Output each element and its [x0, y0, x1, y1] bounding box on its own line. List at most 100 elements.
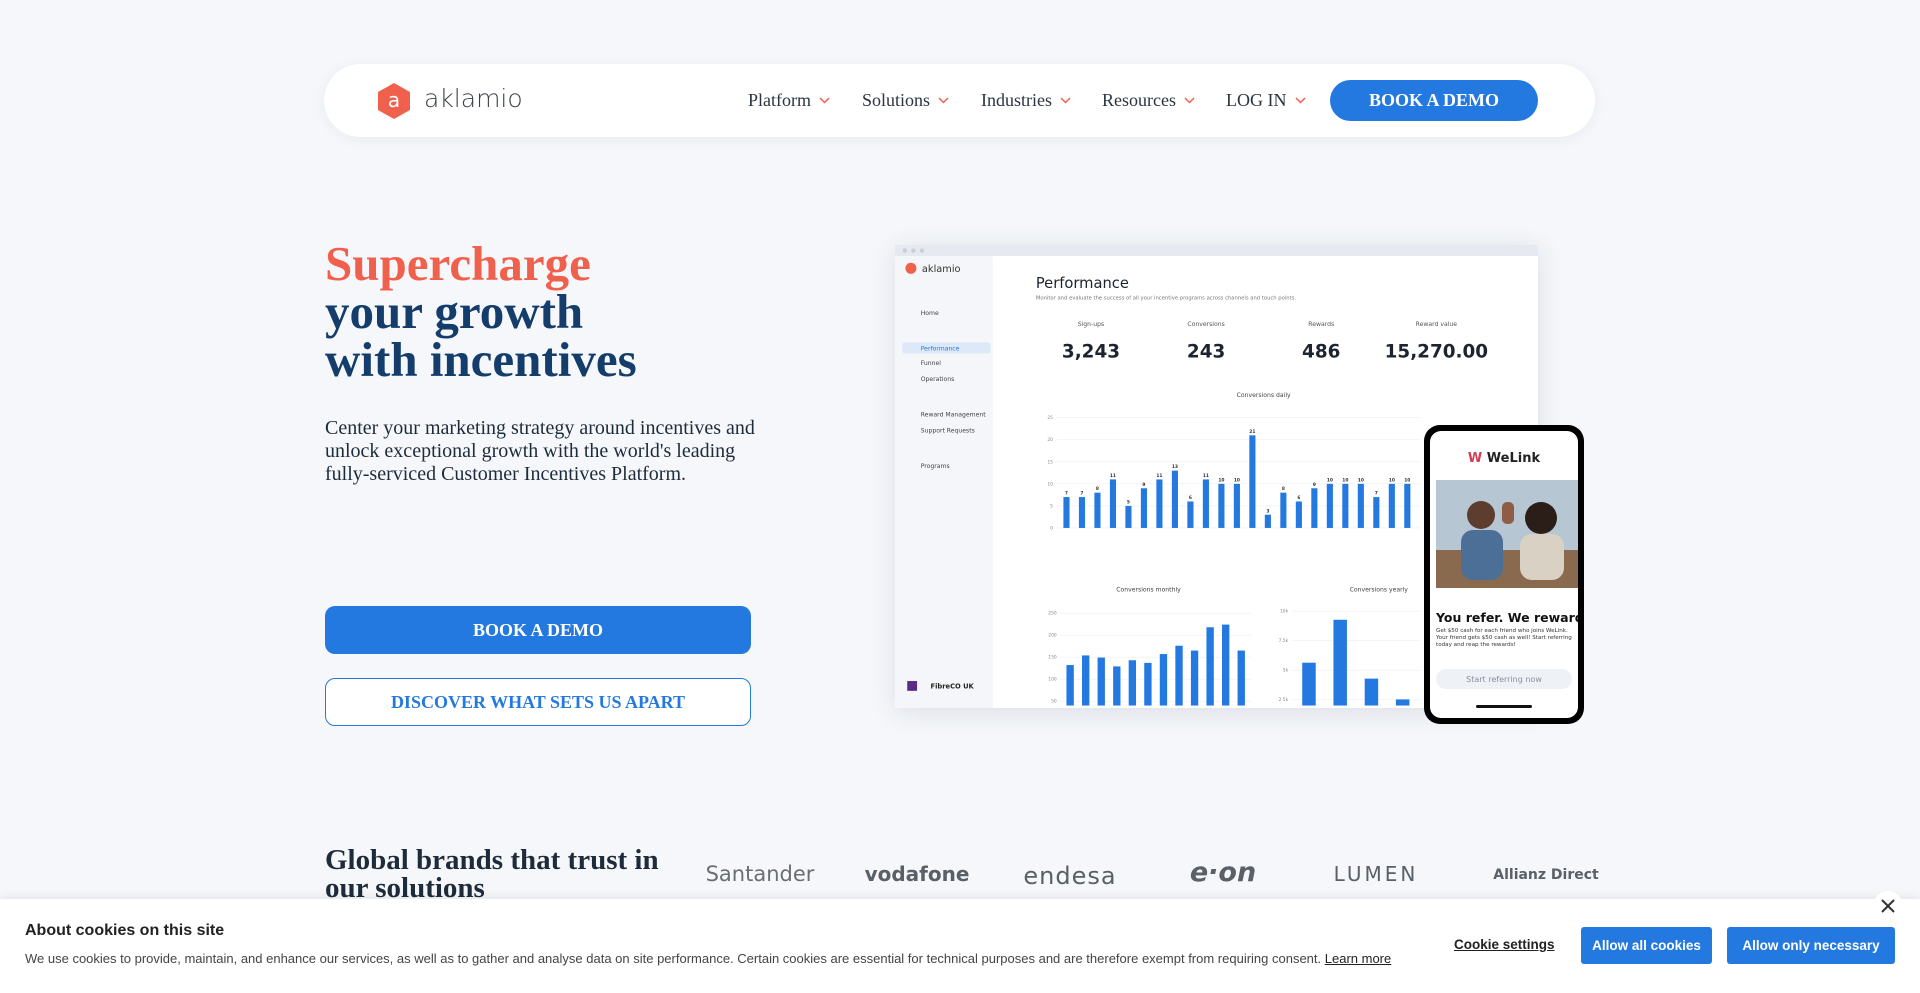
- menu-item[interactable]: Home: [921, 310, 939, 317]
- bar-label: 10: [1218, 477, 1224, 483]
- menu-item[interactable]: Reward Management: [921, 411, 987, 418]
- bar: [1156, 479, 1163, 528]
- bar: [1264, 514, 1271, 528]
- menu-item[interactable]: Operations: [921, 376, 955, 383]
- phone-screen: W WeLink You refer. We reward. Get $50 c…: [1430, 431, 1578, 718]
- bar: [1202, 479, 1209, 528]
- bar-label: 6: [1297, 495, 1300, 501]
- stat-label: Rewards: [1308, 321, 1334, 328]
- bar: [1128, 660, 1137, 706]
- menu-item[interactable]: Programs: [921, 463, 950, 470]
- bar: [1159, 654, 1168, 706]
- nav-label[interactable]: LOG IN: [1226, 90, 1287, 110]
- bar: [1190, 650, 1199, 706]
- menu-highlight: [902, 342, 991, 354]
- svg-text:a: a: [388, 88, 400, 112]
- y-tick-label: 150: [1048, 655, 1057, 661]
- chart-title: Conversions monthly: [1116, 587, 1181, 594]
- bar-label: 6: [1189, 495, 1192, 501]
- nav-item[interactable]: Resources: [1102, 90, 1195, 111]
- nav-item[interactable]: Industries: [981, 90, 1071, 111]
- stat-value: 243: [1187, 342, 1225, 363]
- bar-label: 3: [1266, 508, 1269, 514]
- y-tick-label: 10: [1047, 481, 1053, 487]
- primary-button[interactable]: BOOK A DEMO: [325, 606, 751, 654]
- bar-label: 7: [1065, 491, 1068, 497]
- allow-necessary-button[interactable]: Allow only necessary: [1727, 927, 1895, 964]
- bar: [1333, 619, 1347, 706]
- home-indicator: [1476, 705, 1532, 708]
- bar: [1237, 650, 1245, 706]
- learn-more-link[interactable]: Learn more: [1324, 951, 1392, 966]
- menu-item[interactable]: Support Requests: [921, 427, 975, 434]
- menu-item[interactable]: Funnel: [921, 360, 942, 367]
- brand-logo: Santander: [705, 862, 815, 886]
- phone-headline: You refer. We reward.: [1436, 610, 1578, 625]
- nav-label[interactable]: Solutions: [862, 90, 931, 110]
- nav-item[interactable]: Solutions: [862, 90, 949, 111]
- brand-logo: e·on: [1189, 857, 1257, 888]
- stat-label: Conversions: [1187, 321, 1224, 328]
- bar: [1342, 483, 1349, 528]
- y-tick-label: 5k: [1283, 668, 1289, 674]
- nav-label[interactable]: Industries: [981, 90, 1052, 110]
- cookie-settings[interactable]: Cookie settings: [1454, 937, 1555, 952]
- dashboard-title: Performance: [1036, 275, 1129, 292]
- brands-title: Global brands that trust in our solution…: [325, 844, 659, 904]
- nav-item[interactable]: LOG IN: [1226, 90, 1306, 111]
- bar-label: 7: [1080, 491, 1083, 497]
- y-tick-label: 15: [1047, 459, 1053, 465]
- y-tick-label: 50: [1051, 699, 1057, 705]
- bar: [1280, 492, 1287, 528]
- bar: [1175, 645, 1183, 706]
- stat-value: 15,270.00: [1385, 342, 1488, 363]
- stat-value: 3,243: [1062, 342, 1120, 363]
- account-name[interactable]: FibreCO UK: [931, 682, 975, 690]
- y-tick-label: 200: [1048, 633, 1057, 639]
- allow-all-button[interactable]: Allow all cookies: [1581, 927, 1712, 964]
- bar-label: 10: [1404, 477, 1410, 483]
- brand-logo: vodafone: [864, 862, 970, 886]
- logo-text[interactable]: aklamio: [424, 84, 523, 113]
- nav-bar: a aklamio Platform Solutions Industries …: [324, 64, 1595, 137]
- nav-label[interactable]: Platform: [748, 90, 811, 110]
- bar: [1187, 501, 1194, 528]
- bar-label: 13: [1172, 464, 1178, 470]
- bar: [1063, 497, 1070, 528]
- bar: [1144, 662, 1152, 706]
- bar-label: 21: [1249, 429, 1255, 435]
- y-tick-label: 2.5k: [1279, 697, 1289, 703]
- nav-item[interactable]: Platform: [748, 90, 830, 111]
- y-tick-label: 100: [1048, 677, 1057, 683]
- nav-label[interactable]: Resources: [1102, 90, 1176, 110]
- chevron: [1184, 97, 1195, 104]
- dashboard-subtitle: Monitor and evaluate the success of all …: [1036, 296, 1297, 302]
- y-tick-label: 10k: [1280, 609, 1289, 615]
- chevron: [819, 97, 830, 104]
- bar-label: 10: [1389, 477, 1395, 483]
- secondary-button[interactable]: DISCOVER WHAT SETS US APART: [325, 678, 751, 726]
- chart-title: Conversions daily: [1237, 392, 1291, 399]
- menu-item[interactable]: Performance: [921, 345, 960, 352]
- bar: [1078, 497, 1086, 528]
- bar: [1357, 483, 1364, 528]
- bar: [1218, 483, 1225, 528]
- window-dot: [902, 248, 908, 253]
- bar: [1113, 666, 1121, 706]
- chart-title: Conversions yearly: [1350, 587, 1409, 594]
- y-tick-label: 25: [1047, 415, 1053, 421]
- bar-label: 10: [1327, 477, 1333, 483]
- phone-button[interactable]: Start referring now: [1436, 669, 1572, 689]
- bar: [1302, 662, 1316, 706]
- bar-label: 8: [1282, 486, 1285, 492]
- bar: [1171, 470, 1178, 528]
- chevron: [938, 97, 949, 104]
- mini-logo-text: aklamio: [922, 264, 961, 275]
- mini-logo: [905, 262, 917, 274]
- window-bar: [895, 245, 1538, 257]
- bar-label: 9: [1142, 482, 1145, 488]
- bar-label: 11: [1203, 473, 1209, 479]
- book-demo-button[interactable]: BOOK A DEMO: [1330, 80, 1538, 121]
- close-button[interactable]: [1872, 890, 1904, 922]
